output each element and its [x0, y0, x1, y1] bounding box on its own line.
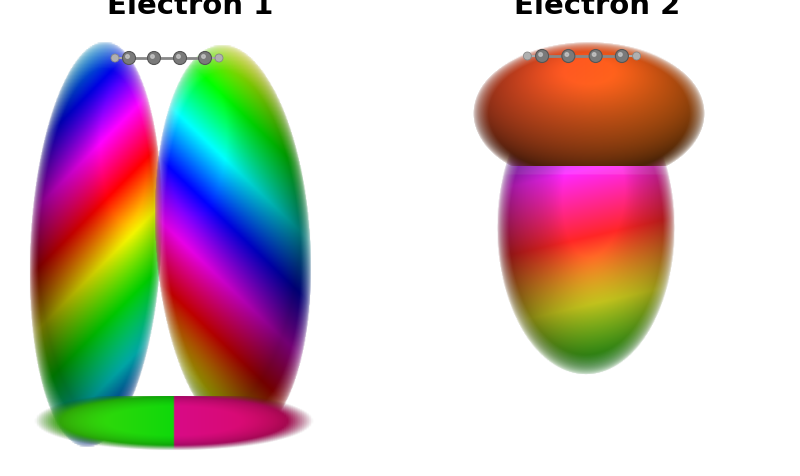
Text: Electron 1: Electron 1	[107, 0, 273, 20]
Circle shape	[215, 54, 223, 62]
Circle shape	[536, 50, 549, 62]
Circle shape	[565, 53, 569, 56]
Circle shape	[147, 51, 161, 65]
Circle shape	[589, 50, 602, 62]
Circle shape	[150, 55, 154, 58]
Circle shape	[126, 55, 130, 58]
Text: Electron 2: Electron 2	[514, 0, 680, 20]
Circle shape	[592, 53, 596, 56]
Circle shape	[633, 52, 641, 60]
Circle shape	[615, 50, 629, 62]
Circle shape	[562, 50, 575, 62]
Circle shape	[122, 51, 135, 65]
Circle shape	[174, 51, 186, 65]
Circle shape	[111, 54, 119, 62]
Circle shape	[618, 53, 622, 56]
Circle shape	[198, 51, 211, 65]
Circle shape	[177, 55, 180, 58]
Circle shape	[539, 53, 542, 56]
Circle shape	[523, 52, 531, 60]
Circle shape	[202, 55, 206, 58]
